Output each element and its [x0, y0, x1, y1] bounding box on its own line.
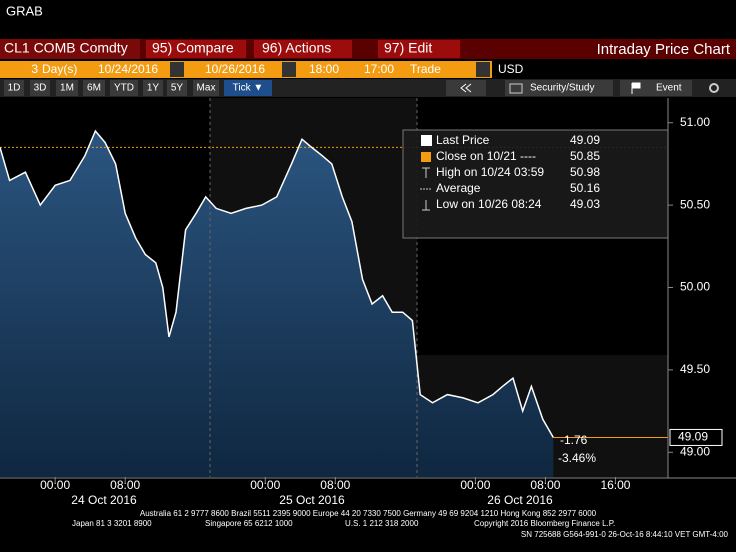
x-tick-label: 00:00 [460, 478, 490, 492]
legend-label: Close on 10/21 ---- [436, 149, 536, 163]
end-date[interactable]: 10/26/2016 [205, 62, 265, 76]
y-tick-label: 49.00 [680, 444, 710, 458]
legend-value: 49.03 [570, 197, 600, 211]
range-tab[interactable] [110, 80, 138, 96]
calendar-icon[interactable] [282, 62, 296, 77]
last-price-label: 49.09 [678, 430, 708, 444]
x-tick-label: 08:00 [320, 478, 350, 492]
legend-box [402, 129, 669, 239]
x-tick-label: 16:00 [600, 478, 630, 492]
footer-item: Japan 81 3 3201 8900 [72, 519, 152, 528]
button-label[interactable]: 95) Compare [152, 40, 234, 56]
date-label: 24 Oct 2016 [71, 493, 137, 507]
y-tick-label: 49.50 [680, 362, 710, 376]
footer-item: Singapore 65 6212 1000 [205, 519, 293, 528]
dropdown[interactable] [476, 62, 490, 77]
range-tab[interactable] [193, 80, 219, 96]
range-tab-label[interactable]: YTD [114, 83, 134, 94]
legend: Last Price 49.09 Close on 10/21 ---- 50.85 H… [402, 129, 669, 239]
event-label[interactable]: Event [656, 83, 682, 94]
range-tab-label[interactable]: 1M [60, 83, 74, 94]
icon [509, 83, 523, 94]
range-tab[interactable] [30, 80, 50, 96]
range-tab-label[interactable]: 3D [34, 83, 47, 94]
y-tick-label: 50.00 [680, 280, 710, 294]
footer-item: Copyright 2016 Bloomberg Finance L.P. [474, 519, 615, 528]
chart-name: Intraday Price Chart [597, 41, 731, 58]
range-tab-label[interactable]: Max [197, 83, 216, 94]
legend-value: 50.98 [570, 165, 600, 179]
button[interactable] [146, 40, 246, 58]
range-tab[interactable] [224, 80, 272, 96]
legend-label: Last Price [436, 133, 490, 147]
footer-line: Australia 61 2 9777 8600 Brazil 5511 239… [140, 509, 597, 518]
range-tab[interactable] [83, 80, 105, 96]
icon [460, 83, 467, 93]
study-button[interactable] [505, 80, 613, 96]
legend-value: 50.16 [570, 181, 600, 195]
security-box [0, 39, 140, 59]
button[interactable] [254, 40, 352, 58]
legend-value: 50.85 [570, 149, 600, 163]
range-tab[interactable] [56, 80, 78, 96]
change: -1.76 [560, 433, 588, 447]
window-title: GRAB [6, 3, 43, 18]
footer-line: SN 725688 G564-991-0 26-Oct-16 8:44:10 V… [521, 530, 729, 539]
range-tab[interactable] [143, 80, 163, 96]
legend-label: Low on 10/26 08:24 [436, 197, 542, 211]
y-tick-label: 50.50 [680, 197, 710, 211]
x-tick-label: 08:00 [110, 478, 140, 492]
legend-icon [421, 135, 432, 146]
x-tick-label: 08:00 [530, 478, 560, 492]
x-tick-label: 00:00 [250, 478, 280, 492]
last-price-box [669, 428, 723, 446]
range-tab-label[interactable]: Tick ▼ [233, 83, 264, 94]
range-tab-label[interactable]: 5Y [171, 83, 184, 94]
footer-item: U.S. 1 212 318 2000 [345, 519, 419, 528]
legend-icon [422, 200, 430, 211]
study-label[interactable]: Security/Study [530, 83, 594, 94]
calendar-icon[interactable] [170, 62, 184, 77]
range-tab-label[interactable]: 1Y [147, 83, 160, 94]
date-label: 26 Oct 2016 [487, 493, 553, 507]
range-tab-label[interactable]: 6M [87, 83, 101, 94]
range-tabs: 1D 3D 1M 6M YTD 1Y 5Y Max Tick ▼ [4, 80, 272, 96]
range-tab[interactable] [4, 80, 24, 96]
x-tick-label: 00:00 [40, 478, 70, 492]
legend-value: 49.09 [570, 133, 600, 147]
range-tab[interactable] [167, 80, 187, 96]
icon [631, 82, 641, 94]
change-pct: -3.46% [558, 451, 596, 465]
price-line [0, 129, 554, 438]
period-unit[interactable]: Day(s) [42, 62, 77, 76]
icon [465, 83, 472, 93]
end-time[interactable]: 17:00 [364, 62, 394, 76]
security: CL1 COMB Comdty [4, 40, 128, 56]
date-label: 25 Oct 2016 [279, 493, 345, 507]
settings-icon[interactable] [709, 83, 719, 93]
range-tab-label[interactable]: 1D [8, 83, 21, 94]
period[interactable]: 3 [31, 62, 38, 76]
plot: 49.00 49.50 50.00 50.50 51.00 00:00 08:00 00:00… [0, 98, 723, 507]
start-date[interactable]: 10/24/2016 [98, 62, 158, 76]
legend-icon [422, 167, 430, 178]
settings-bar [0, 61, 492, 78]
start-time[interactable]: 18:00 [309, 62, 339, 76]
currency: USD [498, 62, 524, 76]
button-label[interactable]: 97) Edit [384, 40, 432, 56]
button-label[interactable]: 96) Actions [262, 40, 331, 56]
price-area [0, 131, 554, 477]
legend-label: Average [436, 181, 481, 195]
legend-icon [421, 152, 431, 162]
y-tick-label: 51.00 [680, 115, 710, 129]
field[interactable]: Trade [410, 62, 441, 76]
legend-label: High on 10/24 03:59 [436, 165, 544, 179]
button[interactable] [378, 40, 460, 58]
